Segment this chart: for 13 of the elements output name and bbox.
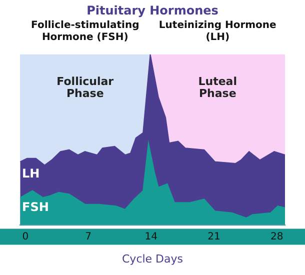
x-tick-label: 14 (144, 231, 158, 242)
x-axis-title: Cycle Days (122, 252, 184, 266)
series-label: FSH (22, 200, 49, 214)
text: Luteinizing Hormone (LH) (158, 20, 277, 43)
series-label: LH (22, 166, 40, 181)
text: Follicle-stimulating Hormone (FSH) (31, 20, 140, 43)
band-label: Luteal Phase (198, 74, 238, 100)
x-tick-label: 21 (208, 231, 220, 242)
x-tick-label: 28 (270, 231, 284, 242)
chart-title: Pituitary Hormones (86, 3, 218, 18)
x-tick-label: 0 (22, 231, 29, 242)
band-label: Follicular Phase (56, 74, 114, 100)
x-tick-label: 7 (85, 231, 92, 242)
